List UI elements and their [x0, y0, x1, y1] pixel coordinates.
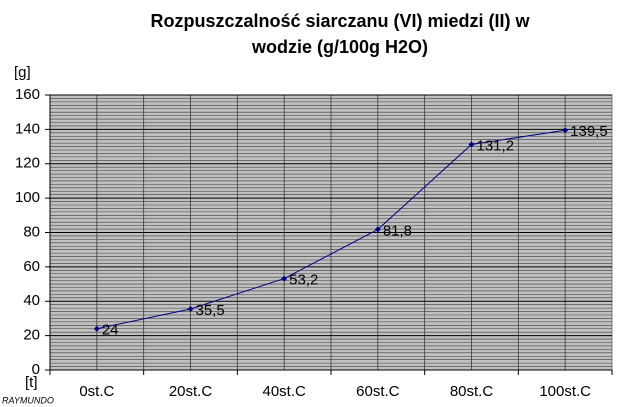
x-tick-label: 40st.C	[262, 383, 306, 400]
y-axis-label: [g]	[14, 64, 31, 81]
y-tick-label: 60	[23, 258, 40, 275]
x-tick-label: 100st.C	[539, 383, 591, 400]
value-label: 139,5	[570, 123, 608, 140]
marker	[281, 275, 288, 282]
value-label: 35,5	[196, 302, 225, 319]
marker	[93, 325, 100, 332]
x-axis-label: [t]	[25, 374, 38, 391]
marker	[562, 127, 569, 134]
y-tick-label: 160	[15, 86, 40, 103]
y-tick-label: 20	[23, 327, 40, 344]
chart-title: wodzie (g/100g H2O)	[251, 37, 428, 57]
x-tick-label: 60st.C	[356, 383, 400, 400]
x-tick-label: 20st.C	[169, 383, 213, 400]
marker	[374, 226, 381, 233]
y-tick-label: 120	[15, 155, 40, 172]
y-tick-label: 40	[23, 292, 40, 309]
value-label: 131,2	[477, 137, 515, 154]
value-label: 24	[102, 322, 119, 339]
marker	[187, 305, 194, 312]
y-tick-label: 140	[15, 120, 40, 137]
x-tick-label: 0st.C	[79, 383, 114, 400]
value-label: 53,2	[289, 272, 318, 289]
annotation: RAYMUNDO	[2, 395, 54, 405]
x-tick-label: 80st.C	[450, 383, 494, 400]
y-tick-label: 80	[23, 223, 40, 240]
marker	[468, 141, 475, 148]
y-tick-label: 0	[32, 361, 40, 378]
y-tick-label: 100	[15, 189, 40, 206]
value-label: 81,8	[383, 222, 412, 239]
chart-title: Rozpuszczalność siarczanu (VI) miedzi (I…	[150, 11, 530, 31]
line	[96, 129, 566, 330]
